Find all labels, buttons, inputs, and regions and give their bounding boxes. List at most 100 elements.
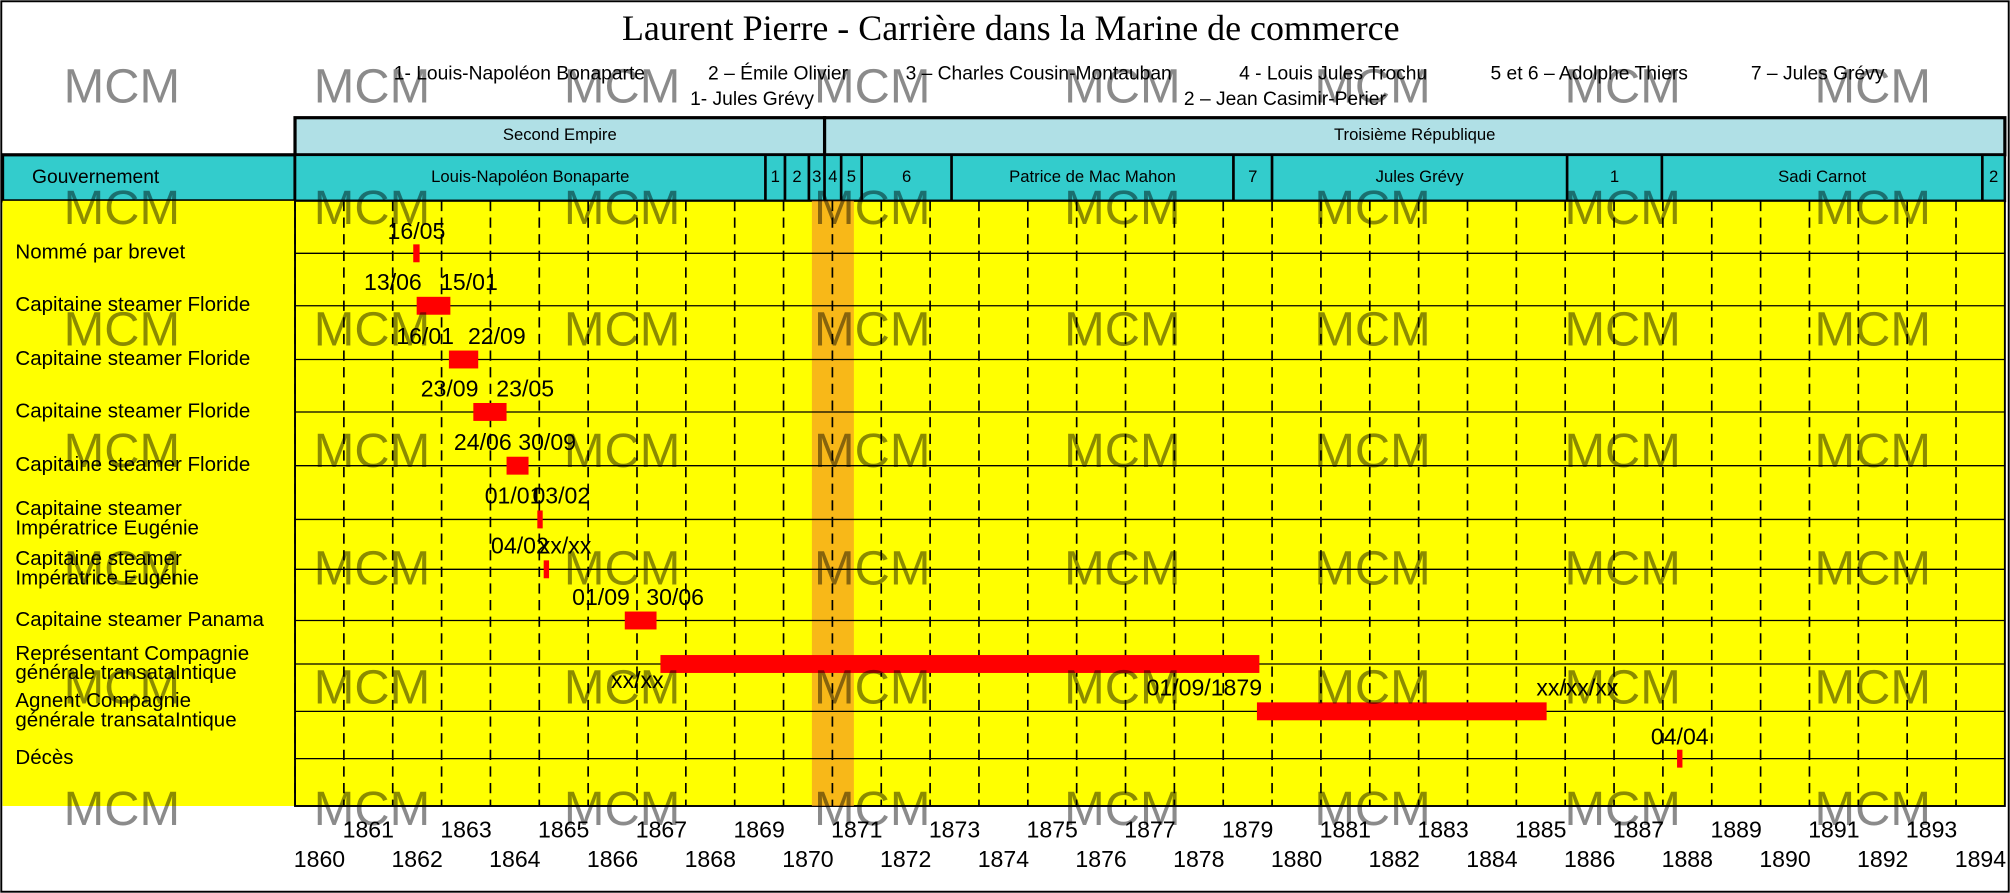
x-tick-label: 1866: [587, 846, 638, 872]
legend-text: 3 – Charles Cousin-Montauban: [906, 63, 1172, 84]
watermark: MCM: [314, 181, 430, 235]
bar: [660, 655, 1260, 673]
date-label: xx/xx/xx: [1536, 675, 1619, 701]
watermark: MCM: [564, 424, 680, 478]
government-label: Gouvernement: [32, 167, 160, 188]
watermark: MCM: [1815, 424, 1931, 478]
row-label: Agnent Compagnie: [15, 689, 191, 712]
watermark: MCM: [64, 181, 180, 235]
row-label: Capitaine steamer Floride: [15, 399, 250, 422]
date-label: 30/06: [646, 584, 704, 610]
watermark: MCM: [1564, 424, 1680, 478]
watermark: MCM: [814, 59, 930, 113]
x-tick-label: 1864: [489, 846, 541, 872]
legend-text: 4 - Louis Jules Trochu: [1239, 63, 1427, 84]
bar: [413, 244, 420, 263]
x-tick-label: 1885: [1515, 817, 1566, 843]
date-label: 15/01: [440, 269, 498, 295]
watermark: MCM: [814, 542, 930, 596]
watermark: MCM: [564, 181, 680, 235]
watermark: MCM: [1564, 181, 1680, 235]
date-label: 04/02: [491, 533, 549, 559]
government-name: 7: [1248, 167, 1257, 186]
x-tick-label: 1870: [782, 846, 833, 872]
legend-text: 1- Louis-Napoléon Bonaparte: [394, 63, 645, 84]
government-name: 4: [828, 167, 837, 186]
watermark: MCM: [564, 782, 680, 836]
government-name: Louis-Napoléon Bonaparte: [431, 167, 629, 186]
x-tick-label: 1889: [1711, 817, 1762, 843]
x-tick-label: 1877: [1124, 817, 1175, 843]
government-name: Jules Grévy: [1376, 167, 1465, 186]
government: [950, 153, 1235, 203]
date-label: 23/05: [496, 375, 554, 401]
chart-title: Laurent Pierre - Carrière dans la Marine…: [622, 8, 1400, 48]
row-label: Capitaine steamer Floride: [15, 293, 250, 316]
date-label: 16/05: [388, 218, 446, 244]
government-name: Patrice de Mac Mahon: [1009, 167, 1176, 186]
bar: [506, 456, 529, 475]
x-tick-label: 1880: [1271, 846, 1322, 872]
x-tick-label: 1865: [538, 817, 589, 843]
x-tick-label: 1860: [294, 846, 345, 872]
row-label: Décès: [15, 746, 73, 769]
watermark: MCM: [1314, 424, 1430, 478]
x-tick-label: 1869: [733, 817, 784, 843]
watermark: MCM: [1815, 661, 1931, 715]
x-tick-label: 1888: [1662, 846, 1713, 872]
watermark: MCM: [64, 542, 180, 596]
x-tick-label: 1867: [636, 817, 687, 843]
watermark: MCM: [1314, 542, 1430, 596]
watermark: MCM: [1314, 181, 1430, 235]
row-label: Représentant Compagnie: [15, 642, 249, 665]
watermark: MCM: [1064, 661, 1180, 715]
watermark: MCM: [314, 782, 430, 836]
date-label: 30/09: [518, 429, 576, 455]
x-tick-label: 1891: [1808, 817, 1859, 843]
watermark: MCM: [1564, 661, 1680, 715]
watermark: MCM: [1314, 782, 1430, 836]
watermark: MCM: [564, 661, 680, 715]
date-label: 13/06: [364, 269, 422, 295]
plot-area: [294, 199, 2006, 807]
date-label: 16/01: [396, 323, 454, 349]
x-tick-label: 1884: [1466, 846, 1518, 872]
watermark: MCM: [814, 661, 930, 715]
government-name: 2: [792, 167, 801, 186]
watermark: MCM: [1815, 542, 1931, 596]
row-label: Capitaine steamer Panama: [15, 608, 264, 631]
bar: [416, 296, 451, 315]
watermark: MCM: [1064, 303, 1180, 357]
row-label: Capitaine steamer: [15, 547, 182, 570]
x-tick-label: 1892: [1857, 846, 1908, 872]
watermark: MCM: [564, 59, 680, 113]
watermark: MCM: [1815, 181, 1931, 235]
watermark: MCM: [1064, 542, 1180, 596]
watermark: MCM: [814, 424, 930, 478]
date-label: 23/09: [421, 375, 479, 401]
x-tick-label: 1873: [929, 817, 980, 843]
date-label: xx/xx: [539, 533, 592, 559]
x-tick-label: 1886: [1564, 846, 1615, 872]
x-tick-label: 1878: [1173, 846, 1224, 872]
government-name: 6: [902, 167, 911, 186]
row-label: Capitaine steamer Floride: [15, 347, 250, 370]
row-label: Impératrice Eugénie: [15, 566, 199, 589]
x-tick-label: 1861: [343, 817, 394, 843]
x-tick-label: 1868: [685, 846, 736, 872]
watermark: MCM: [564, 303, 680, 357]
row-label: générale transataIntique: [15, 661, 236, 684]
watermark: MCM: [1815, 59, 1931, 113]
x-tick-label: 1862: [391, 846, 442, 872]
label-area: [2, 200, 296, 807]
legend-text: 2 – Émile Olivier: [708, 63, 849, 84]
bar: [1256, 702, 1547, 721]
watermark: MCM: [814, 782, 930, 836]
date-label: 01/09: [572, 584, 630, 610]
row-label: Capitaine steamer: [15, 497, 182, 520]
bar: [1677, 749, 1683, 768]
regime-label: Troisième République: [1334, 125, 1495, 144]
watermark: MCM: [1064, 782, 1180, 836]
legend-text: 1- Jules Grévy: [690, 89, 814, 110]
